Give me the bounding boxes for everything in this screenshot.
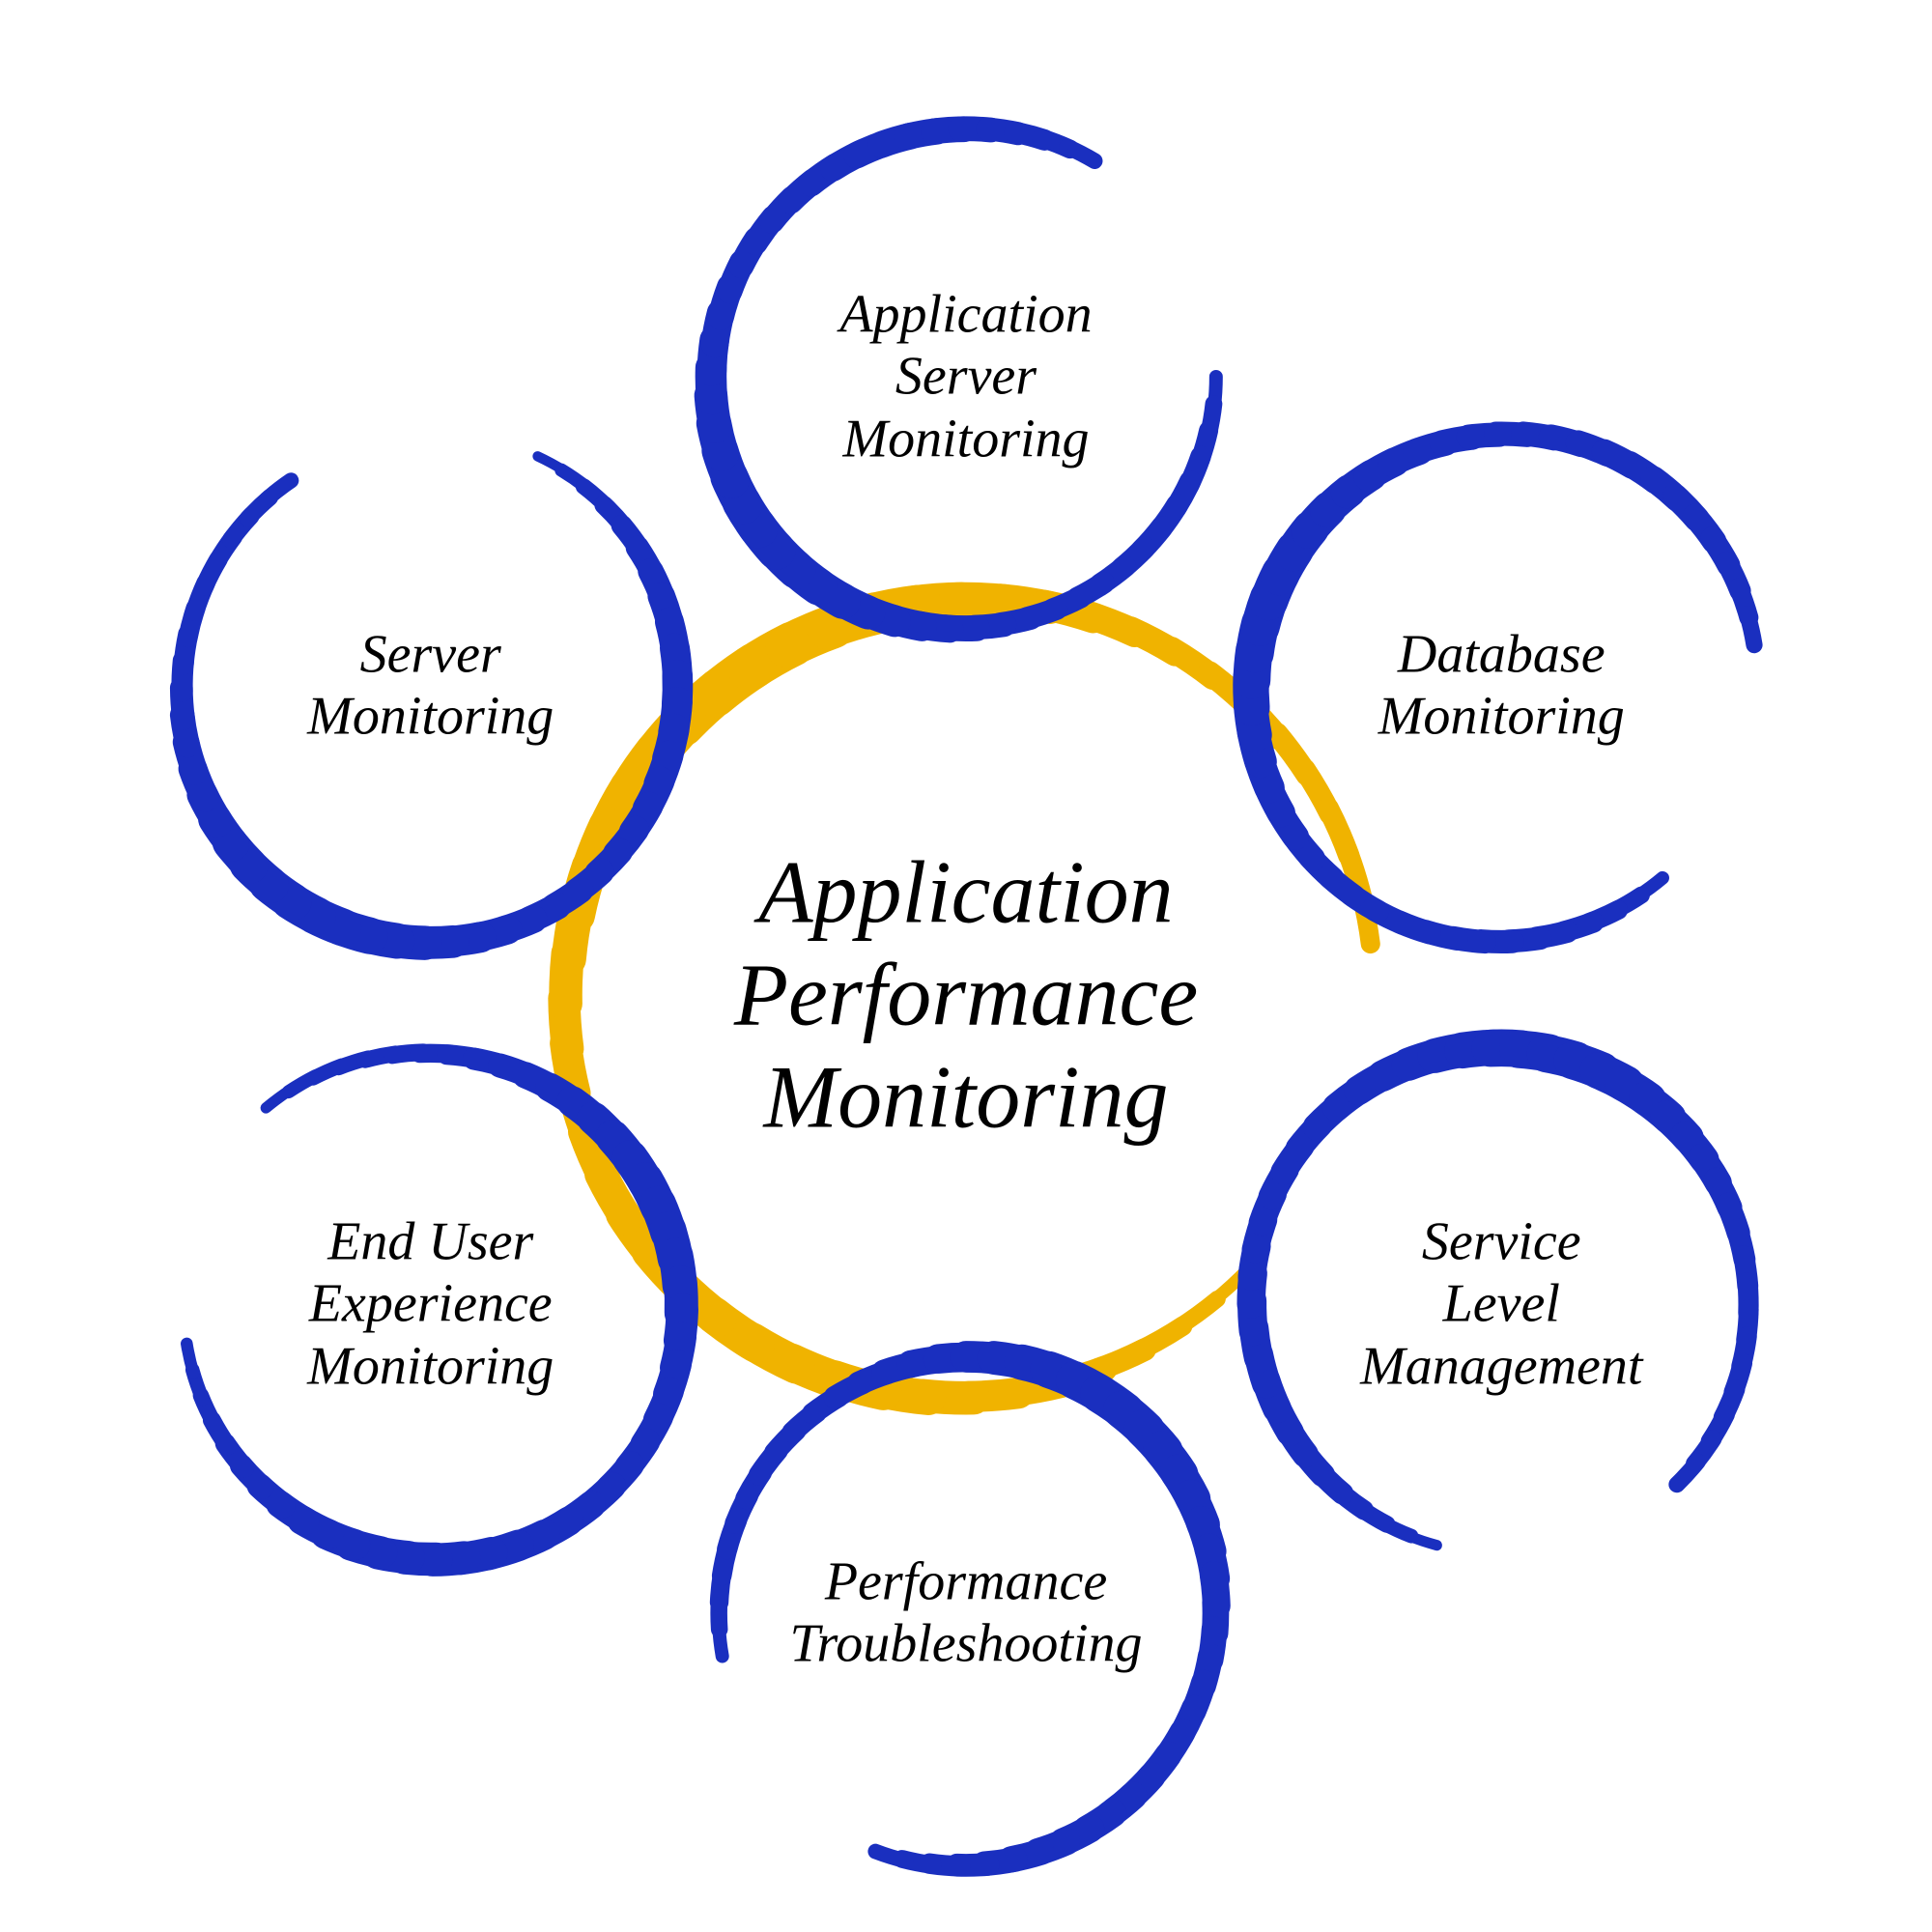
outer-label-perf-troubleshooting: Performance Troubleshooting: [729, 1551, 1203, 1676]
outer-label-service-level-mgmt: Service Level Management: [1264, 1210, 1738, 1397]
outer-label-app-server-monitoring: Application Server Monitoring: [729, 283, 1203, 469]
outer-label-server-monitoring: Server Monitoring: [194, 624, 668, 749]
diagram-canvas: Application Performance Monitoring Applic…: [0, 0, 1932, 1932]
center-label: Application Performance Monitoring: [589, 841, 1343, 1148]
outer-label-end-user-experience: End User Experience Monitoring: [194, 1210, 668, 1397]
outer-label-database-monitoring: Database Monitoring: [1264, 624, 1738, 749]
